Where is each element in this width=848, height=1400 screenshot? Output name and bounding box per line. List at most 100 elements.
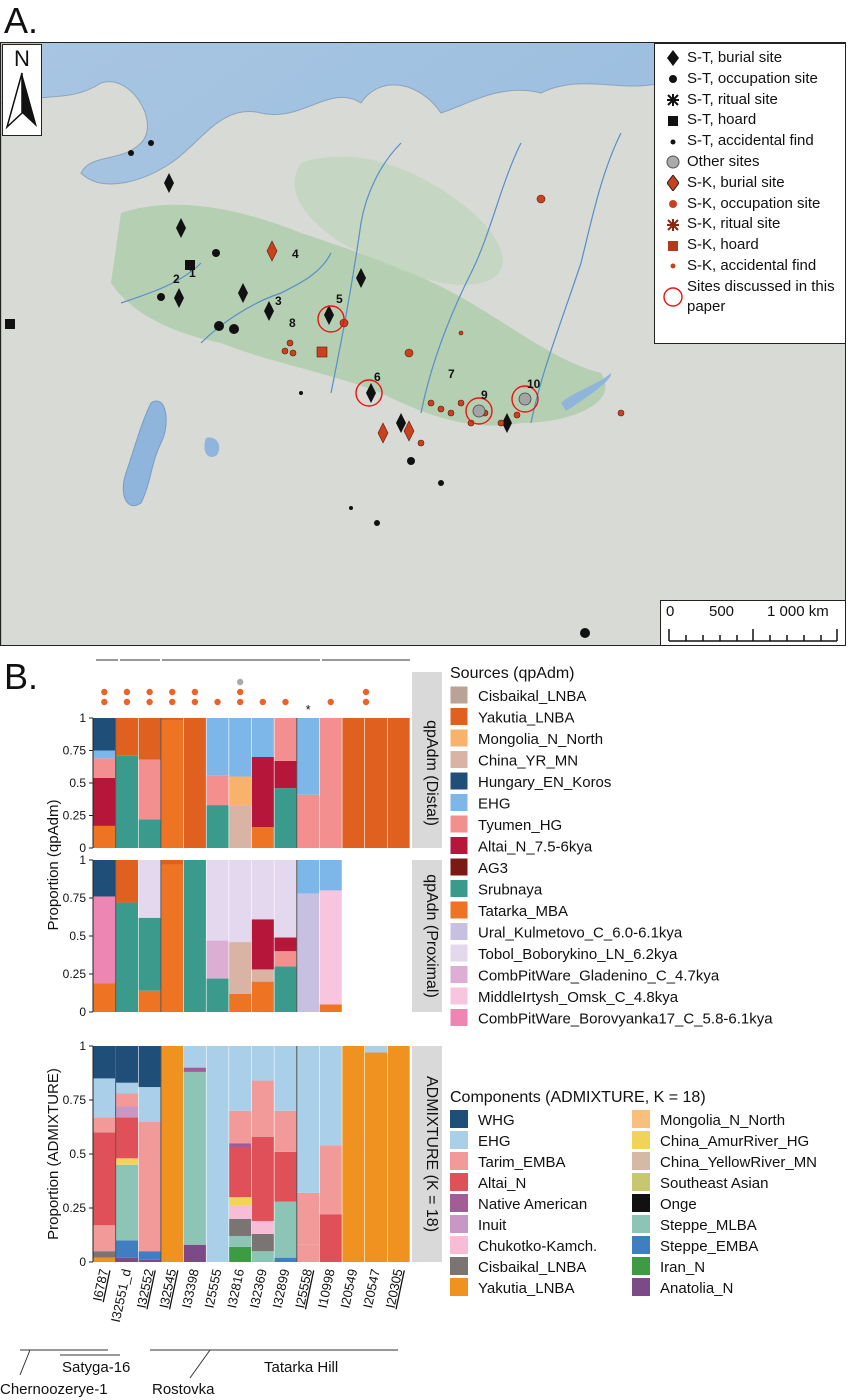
bar-segment xyxy=(297,1244,320,1262)
bar-segment xyxy=(93,777,116,826)
bar-segment xyxy=(297,860,320,894)
category-label: I6787 xyxy=(90,1268,111,1303)
sources-legend-item: China_YR_MN xyxy=(478,753,578,770)
bar-segment xyxy=(387,718,410,848)
bar-segment xyxy=(251,1220,274,1234)
strip-distal xyxy=(412,672,442,848)
bar-segment xyxy=(115,1117,138,1159)
legend-swatch xyxy=(449,1008,469,1027)
sources-legend-item: Mongolia_N_North xyxy=(478,731,603,748)
bar-segment xyxy=(229,1046,252,1111)
legend-swatch xyxy=(450,1152,468,1170)
legend-swatch xyxy=(450,1194,468,1212)
bar-segment xyxy=(93,750,116,759)
y-tick-label: 0.5 xyxy=(69,776,86,790)
y-tick-label: 0.25 xyxy=(63,967,87,981)
site-label-7: 7 xyxy=(448,367,455,381)
bar-segment xyxy=(229,1246,252,1262)
map-legend-label: S-K, hoard xyxy=(687,236,759,254)
bar-segment xyxy=(115,755,138,848)
map-legend-label: S-K, occupation site xyxy=(687,194,821,212)
category-label: I10998 xyxy=(315,1268,338,1310)
lake-baikal xyxy=(561,373,612,411)
components-legend-item: Anatolia_N xyxy=(660,1280,733,1297)
map-legend-item: S-K, hoard xyxy=(663,235,845,256)
qpadm-dot xyxy=(169,698,176,706)
y-tick-label: 0.25 xyxy=(63,809,87,823)
bar-segment xyxy=(206,775,229,806)
site-label-2: 2 xyxy=(173,272,180,286)
category-label: I20549 xyxy=(337,1268,360,1310)
strip-label-proximal: qpAdn (Proximal) xyxy=(423,874,440,998)
sources-legend-item: Altai_N_7.5-6kya xyxy=(478,839,593,856)
bar-segment xyxy=(342,1046,365,1262)
legend-swatch xyxy=(449,814,469,834)
north-arrow: N xyxy=(2,44,42,136)
map-legend-label: S-T, hoard xyxy=(687,111,757,129)
y-tick-label: 0.75 xyxy=(63,1093,87,1107)
category-label: I20547 xyxy=(360,1268,383,1310)
map-legend-item: S-T, occupation site xyxy=(663,69,845,90)
qpadm-dot xyxy=(191,698,199,706)
admixture-chart: 0 0.25 0.5 0.75 1 qpAdm (Distal) Proportion (q… xyxy=(0,650,817,1398)
bar-segment xyxy=(229,1197,252,1206)
y-tick-label: 0.5 xyxy=(69,929,86,943)
components-legend-item: Native American xyxy=(478,1196,587,1213)
site-number-labels: 1 2 3 4 5 6 7 8 9 10 xyxy=(173,247,541,402)
st-sites xyxy=(5,140,590,638)
components-legend-item: EHG xyxy=(478,1133,511,1150)
bar-segment xyxy=(319,860,342,891)
st-burial-marker xyxy=(174,288,184,308)
bar-segment xyxy=(274,788,297,848)
bar-segment xyxy=(161,864,184,1012)
bar-segment xyxy=(251,1136,274,1221)
bar-segment xyxy=(365,1046,388,1053)
caspian-sea xyxy=(122,400,167,506)
strip-label-distal: qpAdm (Distal) xyxy=(423,720,440,826)
bar-segment xyxy=(138,917,161,991)
bar-segment xyxy=(297,893,320,1012)
site-group-label: Chernoozerye-1 xyxy=(0,1381,108,1398)
bar-segment xyxy=(183,1071,206,1245)
bar-segment xyxy=(229,942,252,994)
st-burial-marker xyxy=(238,283,248,303)
bar-segment xyxy=(115,718,138,756)
y-tick-label: 1 xyxy=(79,1039,86,1053)
discussed-rings xyxy=(317,305,539,425)
components-legend-title: Components (ADMIXTURE, K = 18) xyxy=(450,1089,706,1106)
dot-black-icon xyxy=(663,139,683,145)
bar-segment xyxy=(138,718,161,760)
map-legend-label: S-K, ritual site xyxy=(687,215,781,233)
legend-swatch xyxy=(449,685,469,705)
bar-segment xyxy=(229,718,252,777)
bar-segment xyxy=(229,776,252,806)
qpadm-dot xyxy=(236,688,244,696)
bar-segment xyxy=(93,1225,116,1252)
bar-segment xyxy=(115,1158,138,1165)
site-label-1: 1 xyxy=(189,266,196,280)
panel-a-label: A. xyxy=(4,0,39,41)
bar-segment xyxy=(274,1257,297,1262)
components-legend-item: Inuit xyxy=(478,1217,507,1234)
qpadm-dot xyxy=(146,698,153,706)
bar-segment xyxy=(93,1078,116,1118)
bar-segment xyxy=(138,759,161,820)
qpadm-dot xyxy=(101,698,108,706)
bar-segment xyxy=(229,1218,252,1237)
circle-grey-icon xyxy=(663,155,683,169)
bar-segment xyxy=(93,1046,116,1079)
y-tick-label: 0 xyxy=(79,1255,86,1269)
components-legend-item: Mongolia_N_North xyxy=(660,1112,785,1129)
map-legend-item: S-T, burial site xyxy=(663,48,845,69)
category-label: I32899 xyxy=(269,1268,292,1310)
components-legend-item: Southeast Asian xyxy=(660,1175,768,1192)
sources-legend-item: MiddleIrtysh_Omsk_C_4.8kya xyxy=(478,989,679,1006)
category-label: I25555 xyxy=(202,1268,225,1310)
bar-segment xyxy=(206,860,229,941)
legend-swatch xyxy=(449,771,469,791)
legend-swatch xyxy=(449,750,469,769)
y-tick-label: 0.5 xyxy=(69,1147,86,1161)
map-connector xyxy=(240,650,330,660)
circle-red-icon xyxy=(663,199,683,209)
legend-swatch xyxy=(449,900,469,920)
